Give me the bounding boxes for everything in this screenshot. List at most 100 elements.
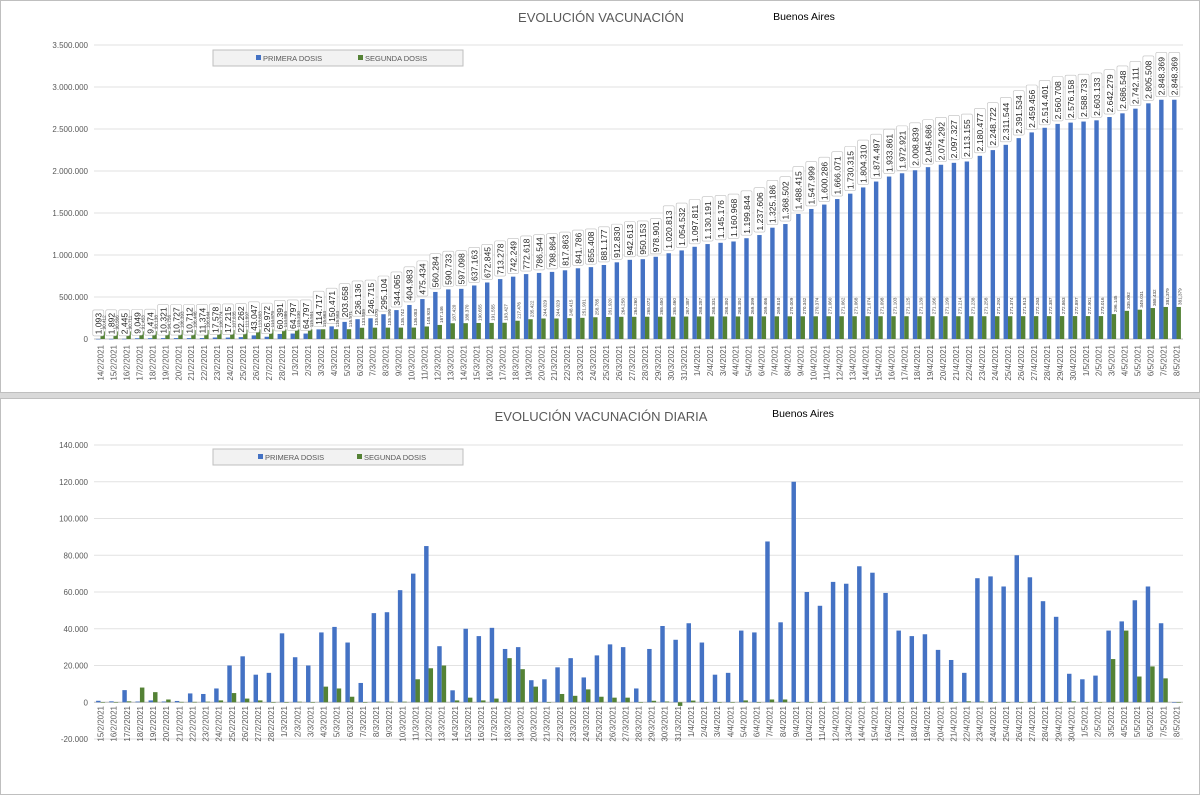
data-label-primera: 2.588.733 bbox=[1079, 79, 1089, 117]
data-label-segunda: 264.260 bbox=[633, 298, 638, 315]
data-label-box bbox=[909, 122, 921, 168]
bar-segunda-dosis bbox=[567, 318, 572, 339]
bar-primera-dosis bbox=[614, 262, 620, 339]
y-tick-label: 3.000.000 bbox=[52, 83, 88, 92]
data-label-group: 1.804.310 bbox=[857, 139, 869, 185]
y-tick-label: 2.000.000 bbox=[52, 167, 88, 176]
bar-segunda-dosis bbox=[362, 702, 368, 703]
legend-box bbox=[212, 49, 464, 67]
x-tick-label: 13/3/2021 bbox=[447, 344, 456, 380]
data-label-box bbox=[351, 280, 364, 317]
x-tick-label: 21/3/2021 bbox=[550, 344, 559, 380]
bar-primera-dosis bbox=[96, 700, 101, 703]
x-tick-group: 20/3/2021 bbox=[530, 705, 539, 741]
data-label-group: 43.047 bbox=[248, 301, 260, 333]
x-tick-label: 22/4/2021 bbox=[963, 705, 972, 741]
data-label-box bbox=[377, 275, 390, 312]
bar-segunda-dosis bbox=[917, 316, 922, 339]
data-label-group: 269.399 bbox=[750, 297, 755, 314]
x-tick-label: 13/4/2021 bbox=[848, 344, 857, 380]
data-label-group: 713.278 bbox=[494, 240, 506, 277]
bar-segunda-dosis bbox=[554, 318, 559, 339]
bar-primera-dosis bbox=[187, 693, 193, 703]
x-tick-label: 11/3/2021 bbox=[421, 344, 430, 380]
x-tick-group: 4/3/2021 bbox=[320, 705, 329, 737]
x-tick-group: 4/4/2021 bbox=[726, 705, 735, 737]
x-tick-label: 21/3/2021 bbox=[543, 705, 552, 741]
data-label-group: 115.551 bbox=[309, 311, 314, 328]
x-tick-label: 5/4/2021 bbox=[745, 344, 754, 376]
bar-segunda-dosis bbox=[454, 700, 460, 703]
bar-segunda-dosis bbox=[359, 327, 365, 339]
data-label-box bbox=[649, 218, 662, 255]
bar-segunda-dosis bbox=[657, 316, 663, 339]
data-label-group: 271.374 bbox=[1009, 297, 1014, 314]
data-label-primera: 1.804.310 bbox=[858, 144, 868, 182]
bar-segunda-dosis bbox=[940, 702, 945, 703]
x-tick-group: 19/3/2021 bbox=[524, 344, 533, 380]
x-tick-label: 28/2/2021 bbox=[267, 705, 276, 741]
bar-segunda-dosis bbox=[813, 316, 818, 339]
data-label-segunda: 265.450 bbox=[659, 298, 664, 315]
x-tick-group: 12/3/2021 bbox=[434, 344, 443, 380]
data-label-segunda: 296.145 bbox=[1113, 295, 1118, 312]
data-label-group: 1.368.502 bbox=[779, 176, 792, 222]
bar-primera-dosis bbox=[870, 572, 875, 703]
bar-segunda-dosis bbox=[1059, 316, 1065, 339]
data-label-primera: 713.278 bbox=[495, 243, 505, 274]
x-tick-label: 12/3/2021 bbox=[434, 344, 443, 380]
x-tick-group: 22/2/2021 bbox=[188, 705, 197, 741]
bar-segunda-dosis bbox=[256, 329, 261, 339]
bar-segunda-dosis bbox=[1137, 309, 1143, 339]
data-label-group: 115.230 bbox=[296, 311, 301, 328]
x-tick-group: 14/2/2021 bbox=[96, 344, 105, 380]
x-tick-group: 4/3/2021 bbox=[330, 344, 339, 376]
data-label-primera: 772.618 bbox=[521, 238, 531, 269]
data-label-segunda: 135.396 bbox=[387, 309, 392, 326]
bar-segunda-dosis bbox=[848, 702, 853, 703]
x-tick-label: 4/3/2021 bbox=[320, 705, 329, 737]
data-label-group: 1.666.071 bbox=[831, 151, 844, 197]
data-label-group: 2.248.722 bbox=[987, 102, 999, 148]
data-label-group: 267.387 bbox=[685, 297, 690, 314]
data-label-primera: 1.145.176 bbox=[716, 200, 726, 238]
data-label-primera: 43.047 bbox=[249, 304, 259, 331]
data-label-segunda: 265.072 bbox=[646, 298, 651, 315]
bar-segunda-dosis bbox=[205, 701, 210, 703]
bar-segunda-dosis bbox=[730, 702, 735, 703]
bar-primera-dosis bbox=[485, 282, 490, 339]
bar-segunda-dosis bbox=[1163, 306, 1168, 339]
x-tick-label: 6/4/2021 bbox=[753, 705, 762, 737]
x-tick-group: 11/4/2021 bbox=[822, 344, 831, 380]
x-tick-label: 28/4/2021 bbox=[1041, 705, 1050, 741]
data-label-group: 344.065 bbox=[390, 271, 403, 308]
x-tick-label: 27/4/2021 bbox=[1028, 705, 1037, 741]
data-label-primera: 26.972 bbox=[262, 306, 272, 333]
data-label-group: 272.387 bbox=[1048, 297, 1053, 314]
data-label-group: 269.810 bbox=[776, 297, 781, 314]
data-label-box bbox=[727, 193, 740, 239]
bar-segunda-dosis bbox=[995, 316, 1000, 339]
data-label-segunda: 235.422 bbox=[530, 300, 535, 317]
bar-primera-dosis bbox=[686, 623, 691, 703]
bar-segunda-dosis bbox=[887, 702, 893, 703]
x-tick-label: 22/4/2021 bbox=[965, 344, 974, 380]
bar-primera-dosis bbox=[407, 304, 412, 339]
bar-primera-dosis bbox=[174, 700, 180, 703]
data-label-group: 2.514.401 bbox=[1038, 80, 1051, 126]
data-label-group: 349.031 bbox=[1139, 291, 1144, 308]
bar-segunda-dosis bbox=[1176, 702, 1181, 703]
x-tick-label: 24/2/2021 bbox=[226, 344, 235, 380]
bar-primera-dosis bbox=[899, 173, 905, 339]
data-label-primera: 1.933.861 bbox=[884, 134, 894, 172]
data-label-group: 271.238 bbox=[970, 297, 975, 314]
data-label-group: 2.074.292 bbox=[935, 117, 947, 163]
bar-primera-dosis bbox=[384, 612, 390, 703]
bar-primera-dosis bbox=[601, 264, 607, 339]
x-tick-label: 20/2/2021 bbox=[162, 705, 171, 741]
data-label-segunda: 368.432 bbox=[1152, 289, 1157, 306]
x-tick-group: 3/4/2021 bbox=[719, 344, 728, 376]
data-label-group: 271.913 bbox=[1022, 297, 1027, 314]
bar-primera-dosis bbox=[292, 657, 298, 703]
x-tick-group: 15/3/2021 bbox=[472, 344, 481, 380]
